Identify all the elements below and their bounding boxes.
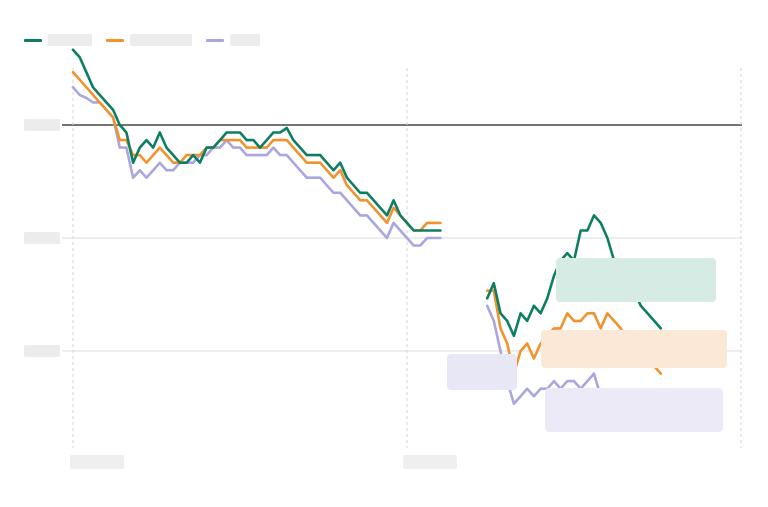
redacted-annotations (447, 258, 727, 432)
x-axis-labels (70, 455, 457, 469)
legend-item-series-3 (206, 34, 260, 46)
green-annotation-redacted (556, 258, 716, 302)
series-2-line-segment-1 (71, 71, 442, 232)
gridlines (62, 124, 742, 352)
y-axis-labels (24, 119, 60, 357)
legend-swatch-lavender (206, 38, 224, 42)
legend-item-series-1 (24, 34, 92, 46)
legend-swatch-orange (106, 38, 124, 42)
legend (24, 34, 260, 46)
series-3-line-segment-1 (71, 86, 442, 247)
legend-item-series-2 (106, 34, 192, 46)
y-tick-label-2 (24, 232, 60, 244)
legend-label-series-2 (130, 34, 192, 46)
orange-annotation-redacted (541, 330, 727, 368)
series-1-line-segment-1 (71, 48, 442, 232)
mid-annotation-redacted (447, 354, 517, 390)
lavender-annotation-redacted (545, 388, 723, 432)
legend-label-series-3 (230, 34, 260, 46)
legend-swatch-green (24, 38, 42, 42)
x-tick-label-2 (403, 455, 457, 469)
y-tick-label-1 (24, 119, 60, 131)
x-tick-label-1 (70, 455, 124, 469)
y-tick-label-3 (24, 345, 60, 357)
legend-label-series-1 (48, 34, 92, 46)
